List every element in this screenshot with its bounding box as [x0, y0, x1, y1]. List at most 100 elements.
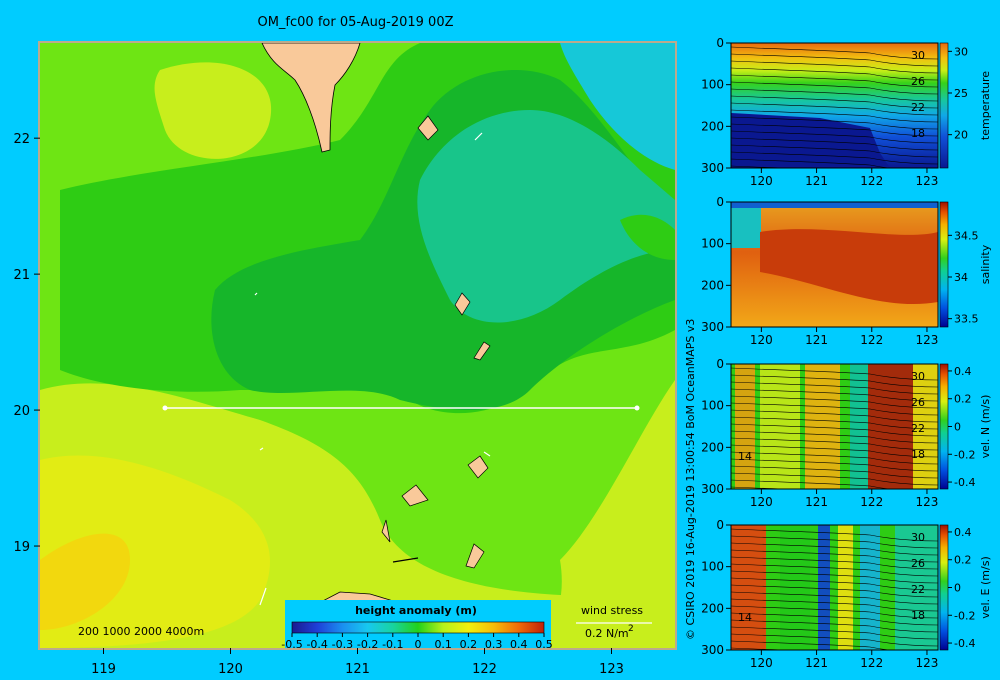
colorbar-tick-label: 0 — [954, 421, 961, 434]
map-y-ticks: 19 20 21 22 — [13, 132, 40, 555]
temperature-contour — [731, 67, 938, 81]
contour-label: 26 — [911, 396, 925, 409]
lon-tick-label: 123 — [916, 495, 939, 509]
island-3 — [473, 341, 491, 361]
colorbar-tick-label: 0.5 — [535, 638, 553, 651]
map-x-tick-label: 119 — [91, 662, 116, 677]
island-6 — [381, 519, 391, 543]
colorbar-gradient — [291, 621, 545, 634]
panel-frame — [730, 524, 939, 651]
lon-tick-label: 120 — [750, 333, 773, 347]
panel-ylabel: vel. N (m/s) — [979, 395, 992, 459]
temperature-contour — [731, 535, 938, 549]
temperature-contour — [731, 549, 938, 563]
colorbar-tick-label: 0 — [415, 638, 422, 651]
contour-label: 14 — [738, 611, 752, 624]
colorbar-tick-label: -0.2 — [954, 609, 975, 622]
temperature-contour — [731, 95, 938, 109]
depth-tick-label: 100 — [701, 78, 724, 92]
colorbar-tick-label: 33.5 — [954, 313, 979, 326]
wind-stress-scale: 0.2 N/m — [585, 627, 629, 640]
temperature-contour — [731, 74, 938, 88]
temperature-contour — [731, 598, 938, 612]
wind-arrows — [254, 132, 491, 606]
temperature-contour — [731, 53, 938, 67]
lon-tick-label: 120 — [750, 495, 773, 509]
temperature-contour — [731, 556, 938, 570]
colorbar-tick-label: 0.4 — [510, 638, 528, 651]
temperature-contour — [731, 88, 938, 102]
taiwan-land — [261, 43, 361, 153]
map-x-tick-label: 123 — [599, 662, 624, 677]
temperature-contour — [731, 46, 938, 60]
temperature-contour — [731, 423, 938, 437]
depth-tick-label: 300 — [701, 643, 724, 657]
colorbar-tick-label: 34 — [954, 271, 968, 284]
temperature-contour — [731, 437, 938, 451]
temperature-contour — [731, 137, 938, 151]
temperature-contour — [731, 451, 938, 465]
temperature-contour — [731, 395, 938, 409]
section-panel-2: 0 100 200 300 120 121 122 123 34.5 34 33.5 salinity — [701, 195, 992, 347]
depth-tick-label: 0 — [716, 518, 724, 532]
panel-ylabel: salinity — [979, 244, 992, 284]
colorbar-tick-label: -0.2 — [357, 638, 378, 651]
depth-tick-label: 0 — [716, 195, 724, 209]
panel-ylabel: temperature — [979, 71, 992, 140]
island-2 — [454, 292, 471, 316]
contour-label: 30 — [911, 49, 925, 62]
temperature-contour — [731, 102, 938, 116]
contour-label: 30 — [911, 370, 925, 383]
section-panel-3: 30 26 22 18 14 0 100 200 300 120 121 122 123 0.4 0.2 0 -… — [701, 357, 992, 509]
panel-frame — [730, 363, 939, 490]
map-x-ticks: 119 120 121 122 123 — [91, 648, 624, 677]
colorbar-tick-label: 0.4 — [954, 526, 972, 539]
colorbar-tick-label: 20 — [954, 129, 968, 142]
lon-tick-label: 121 — [805, 174, 828, 188]
colorbar-tick-label: 0.1 — [434, 638, 452, 651]
fresh-surface-layer — [731, 202, 938, 208]
velocity-band — [818, 525, 830, 650]
contour-label: 14 — [738, 450, 752, 463]
temperature-contour — [731, 591, 938, 605]
panel-colorbar — [939, 42, 949, 169]
temperature-contour — [731, 416, 938, 430]
high-salinity-core — [760, 229, 938, 305]
map-x-tick-label: 121 — [345, 662, 370, 677]
yellow-region-se — [540, 380, 675, 648]
temperature-contour — [731, 605, 938, 619]
depth-tick-label: 100 — [701, 399, 724, 413]
chart-title: OM_fc00 for 05-Aug-2019 00Z — [257, 15, 454, 30]
velocity-band — [805, 364, 840, 489]
temperature-contour — [731, 367, 938, 381]
temperature-contour — [731, 528, 938, 542]
colorbar-tick-label: 0 — [954, 582, 961, 595]
contour-label: 26 — [911, 557, 925, 570]
depth-tick-label: 300 — [701, 482, 724, 496]
colorbar-tick-label: -0.1 — [382, 638, 403, 651]
island-7 — [465, 543, 485, 569]
map-y-tick-label: 22 — [13, 132, 30, 147]
lon-tick-label: 121 — [805, 656, 828, 670]
temperature-contour — [731, 626, 938, 640]
velocity-band — [895, 525, 938, 650]
lon-tick-label: 122 — [860, 656, 883, 670]
velocity-band — [731, 525, 766, 650]
lon-tick-label: 122 — [860, 495, 883, 509]
temperature-contour — [731, 612, 938, 626]
lon-tick-label: 123 — [916, 333, 939, 347]
section-panel-4: 30 26 22 18 14 0 100 200 300 120 121 122 123 0.4 0.2 0 -… — [701, 518, 992, 670]
island-5 — [401, 484, 429, 507]
temperature-contour — [731, 116, 938, 130]
velocity-band — [913, 364, 938, 489]
colorbar-tick-label: -0.4 — [954, 476, 975, 489]
colorbar-tick-label: 0.2 — [954, 554, 972, 567]
temperature-contour — [731, 130, 938, 144]
temperature-contour — [731, 158, 891, 168]
yellow-region-nw — [154, 62, 272, 159]
depth-contour-label: 200 1000 2000 4000m — [78, 625, 204, 638]
temperature-contour — [731, 563, 938, 577]
panel-frame — [730, 42, 939, 169]
temperature-contour — [731, 633, 938, 647]
panel-colorbar — [939, 201, 949, 328]
